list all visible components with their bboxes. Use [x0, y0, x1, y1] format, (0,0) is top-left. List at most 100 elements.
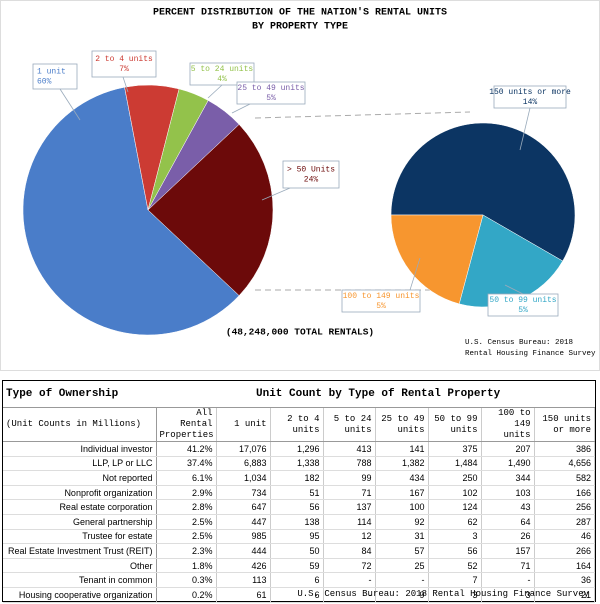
chart-subtitle: (48,248,000 TOTAL RENTALS) [226, 327, 374, 338]
column-header: (Unit Counts in Millions) [3, 407, 157, 442]
cell: 50 [270, 543, 324, 559]
cell: 103 [481, 485, 535, 501]
column-header: 150 units or more [534, 407, 595, 442]
slice-value-label: 5% [266, 94, 276, 103]
label-box [32, 63, 78, 90]
pie-slice [390, 122, 576, 262]
column-header: 25 to 49 units [375, 407, 429, 442]
leader-line [207, 84, 223, 99]
chart-title: PERCENT DISTRIBUTION OF THE NATION'S REN… [153, 7, 447, 19]
cell: 4,656 [534, 456, 595, 472]
label-box [487, 293, 559, 317]
cell: 3 [428, 529, 482, 545]
chart-title: BY PROPERTY TYPE [252, 22, 348, 33]
cell: 6.1% [156, 470, 217, 486]
cell: 64 [481, 514, 535, 530]
cell: 375 [428, 441, 482, 457]
cell: 166 [534, 485, 595, 501]
table-row: Trustee for estate 2.5% 985 95 12 31 3 26 46 [3, 529, 595, 545]
table-row: General partnership 2.5% 447 138 114 92 62 64 28… [3, 514, 595, 530]
cell: 113 [216, 572, 271, 588]
cell: 137 [323, 499, 376, 515]
row-label: Tenant in common [3, 572, 157, 588]
cell: 36 [534, 572, 595, 588]
cell: 95 [270, 529, 324, 545]
connector [254, 111, 471, 119]
cell: 7 [428, 572, 482, 588]
column-header: 50 to 99 units [428, 407, 482, 442]
pie-slice [390, 214, 484, 305]
cell: 2.9% [156, 485, 217, 501]
slice-label: 100 to 149 units [343, 292, 420, 301]
cell: 386 [534, 441, 595, 457]
leader-line [409, 257, 421, 291]
cell: 100 [375, 499, 429, 515]
table-row: Real Estate Investment Trust (REIT) 2.3% 4… [3, 543, 595, 559]
table-row: Real estate corporation 2.8% 647 56 137 100 12… [3, 499, 595, 515]
cell: 0.2% [156, 587, 217, 603]
cell: 0.3% [156, 572, 217, 588]
slice-value-label: 7% [119, 65, 129, 74]
cell: 61 [216, 587, 271, 603]
slice-value-label: 14% [523, 98, 538, 107]
leader-line [231, 103, 251, 114]
cell: 444 [216, 543, 271, 559]
cell: 2.5% [156, 514, 217, 530]
cell: 62 [428, 514, 482, 530]
cell: 167 [375, 485, 429, 501]
cell: 72 [323, 558, 376, 574]
table-row: Nonprofit organization 2.9% 734 51 71 167 102 1… [3, 485, 595, 501]
cell: 157 [481, 543, 535, 559]
leader-line [122, 76, 129, 93]
cell: - [323, 572, 376, 588]
cell: 26 [481, 529, 535, 545]
label-box [282, 160, 340, 189]
header-cell: Unit Count by Type of Rental Property [156, 381, 595, 408]
cell: 182 [270, 470, 324, 486]
label-box [341, 289, 421, 313]
slice-value-label: 5% [518, 306, 528, 315]
cell: 2.3% [156, 543, 217, 559]
cell: 102 [428, 485, 482, 501]
cell: 71 [481, 558, 535, 574]
cell: 256 [534, 499, 595, 515]
cell: 1,296 [270, 441, 324, 457]
cell: 46 [534, 529, 595, 545]
cell: 1,338 [270, 456, 324, 472]
cell: 1,490 [481, 456, 535, 472]
cell: 12 [323, 529, 376, 545]
cell: 344 [481, 470, 535, 486]
column-header: All Rental Properties [156, 407, 217, 442]
cell: 21 [534, 587, 595, 603]
cell: 207 [481, 441, 535, 457]
cell: 647 [216, 499, 271, 515]
cell: 59 [270, 558, 324, 574]
label-box [91, 50, 157, 78]
cell: 426 [216, 558, 271, 574]
table-row: Other 1.8% 426 59 72 25 52 71 164 [3, 558, 595, 574]
chart: PERCENT DISTRIBUTION OF THE NATION'S REN… [0, 0, 600, 371]
table-row: Housing cooperative organization 0.2% 61 6-… [3, 587, 595, 603]
slice-label: 150 units or more [489, 88, 571, 97]
cell: 37.4% [156, 456, 217, 472]
column-header: 2 to 4 units [270, 407, 324, 442]
cell: 84 [323, 543, 376, 559]
cell: 6,883 [216, 456, 271, 472]
table-row: LLP, LP or LLC 37.4% 6,883 1,338 788 1,382 1,4… [3, 456, 595, 472]
slice-label: 5 to 24 units [191, 65, 254, 74]
cell: 3 [428, 587, 482, 603]
leader-line [519, 107, 531, 151]
cell: 266 [534, 543, 595, 559]
cell: 1,034 [216, 470, 271, 486]
label-box [493, 85, 567, 109]
cell: 56 [270, 499, 324, 515]
cell: 3 [481, 587, 535, 603]
cell: 434 [375, 470, 429, 486]
leader-line [261, 187, 291, 201]
slice-value-label: 4% [217, 75, 227, 84]
cell: 6 [270, 572, 324, 588]
cell: 9 [375, 587, 429, 603]
cell: 734 [216, 485, 271, 501]
cell: 25 [375, 558, 429, 574]
cell: 1.8% [156, 558, 217, 574]
